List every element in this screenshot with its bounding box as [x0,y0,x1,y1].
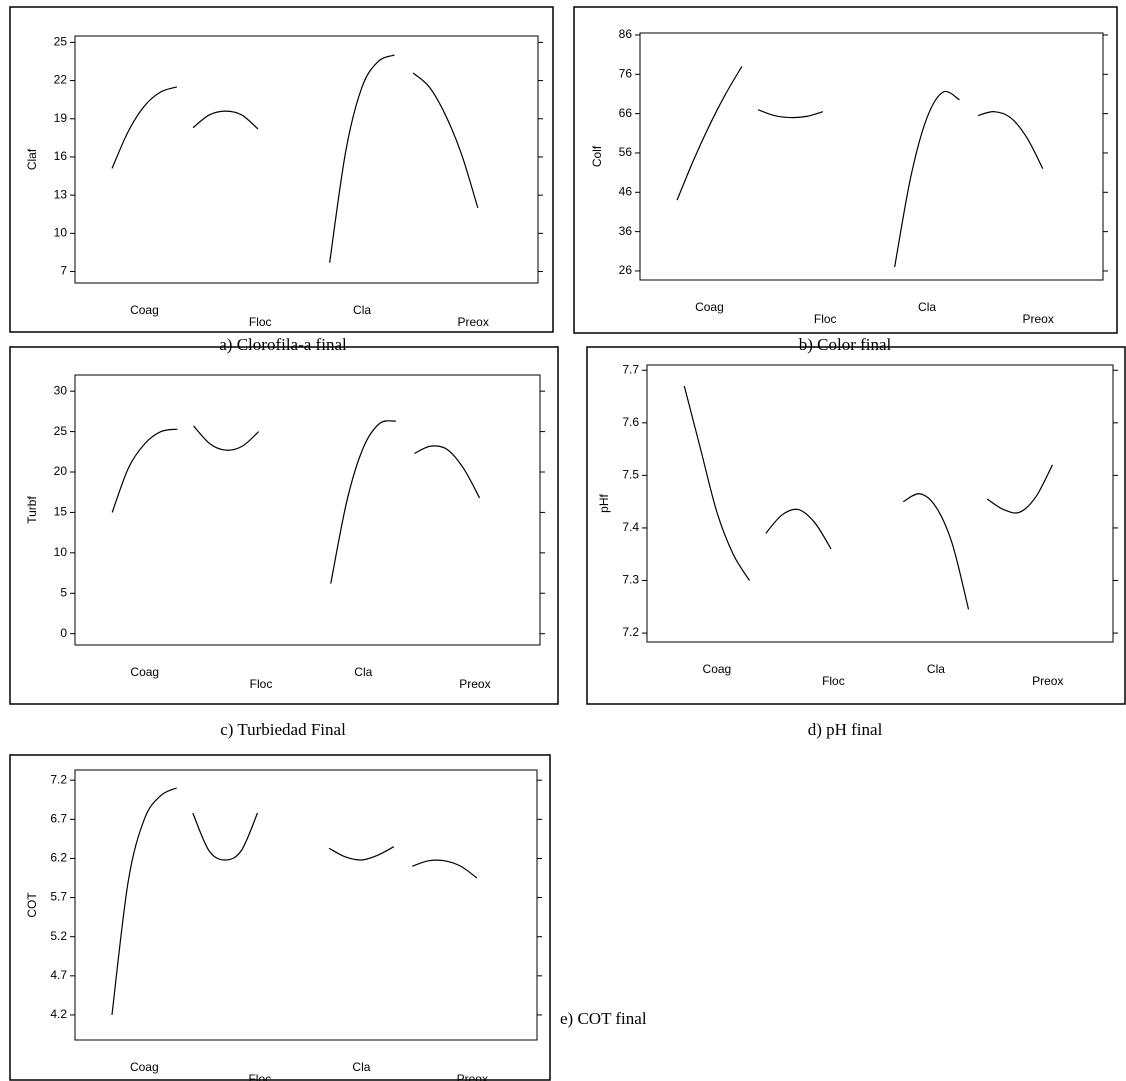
x-label: Preox [1032,674,1063,688]
x-label: Coag [130,665,159,679]
main-effect-curve [757,109,824,119]
plot-area [74,769,538,1041]
y-tick-label: 5 [60,585,67,599]
x-label: Coag [703,662,732,676]
x-label: Floc [822,674,845,688]
x-label: Coag [130,303,159,317]
x-label: Floc [814,312,837,326]
main-effect-curve [765,508,832,550]
panel-frame [9,346,559,705]
x-label: Preox [457,1072,488,1081]
main-effect-curve [676,66,743,201]
main-effect-curve [986,464,1053,514]
x-label: Cla [354,665,372,679]
caption: e) COT final [560,1009,647,1028]
y-tick-label: 7.7 [622,362,639,376]
caption: b) Color final [799,335,892,354]
x-label: Floc [248,1072,271,1081]
x-label: Cla [352,1060,370,1074]
y-tick-label: 10 [54,545,68,559]
plot-area [639,32,1104,281]
y-tick-label: 76 [619,66,633,80]
main-effect-curve [683,385,751,581]
y-tick-label: 7.3 [622,573,639,587]
main-effect-curve [903,493,970,610]
y-axis-label: Colf [590,145,604,167]
y-axis-label: COT [25,892,39,918]
y-tick-label: 5.7 [50,890,67,904]
main-effect-curve [328,846,395,861]
x-label: Floc [250,677,273,691]
main-effect-curve [330,420,396,584]
y-tick-label: 15 [54,505,68,519]
plot-area [74,35,539,284]
panel-frame [9,6,554,333]
y-tick-label: 7.2 [50,772,67,786]
panel-frame [586,346,1126,705]
y-tick-label: 36 [619,224,633,238]
y-tick-label: 4.7 [50,968,67,982]
main-effect-curve [111,86,178,169]
y-tick-label: 22 [54,73,68,87]
x-label: Coag [695,300,724,314]
x-label: Preox [459,677,490,691]
y-tick-label: 46 [619,184,633,198]
main-effect-curve [111,428,178,513]
panel-frame [573,6,1118,334]
x-label: Cla [918,300,936,314]
y-tick-label: 7.2 [622,625,639,639]
y-tick-label: 30 [54,383,68,397]
caption: d) pH final [808,720,883,739]
y-tick-label: 7.5 [622,468,639,482]
main-effect-curve [192,110,259,130]
x-label: Coag [130,1060,159,1074]
y-tick-label: 0 [60,626,67,640]
caption: a) Clorofila-a final [219,335,347,354]
x-label: Floc [249,315,272,329]
plot-area [646,364,1114,643]
y-tick-label: 6.2 [50,851,67,865]
panel-frame [9,754,551,1081]
y-tick-label: 19 [54,111,68,125]
y-tick-label: 7.6 [622,415,639,429]
y-tick-label: 10 [54,226,68,240]
y-tick-label: 25 [54,424,68,438]
y-axis-label: Claf [25,148,39,170]
main-effect-curve [192,812,259,861]
y-axis-label: pHf [597,494,611,513]
y-tick-label: 66 [619,106,633,120]
y-tick-label: 20 [54,464,68,478]
caption: c) Turbiedad Final [220,720,346,739]
main-effect-curve [412,859,478,879]
y-tick-label: 26 [619,263,633,277]
y-tick-label: 25 [54,35,68,49]
main-effect-curve [111,787,177,1016]
main-effect-curve [977,111,1044,169]
x-label: Cla [927,662,945,676]
main-effect-curve [894,90,960,268]
y-tick-label: 5.2 [50,929,67,943]
main-effect-curve [414,445,481,499]
y-tick-label: 13 [54,187,68,201]
x-label: Cla [353,303,371,317]
y-tick-label: 16 [54,149,68,163]
y-tick-label: 7 [60,264,67,278]
x-label: Preox [458,315,489,329]
y-tick-label: 6.7 [50,811,67,825]
y-tick-label: 56 [619,145,633,159]
y-tick-label: 86 [619,27,633,41]
main-effect-curve [329,54,395,263]
plot-area [74,374,541,646]
y-axis-label: Turbf [25,496,39,524]
y-tick-label: 7.4 [622,520,639,534]
x-label: Preox [1023,312,1054,326]
y-tick-label: 4.2 [50,1007,67,1021]
main-effect-curve [193,425,260,451]
main-effect-curve [412,72,479,209]
